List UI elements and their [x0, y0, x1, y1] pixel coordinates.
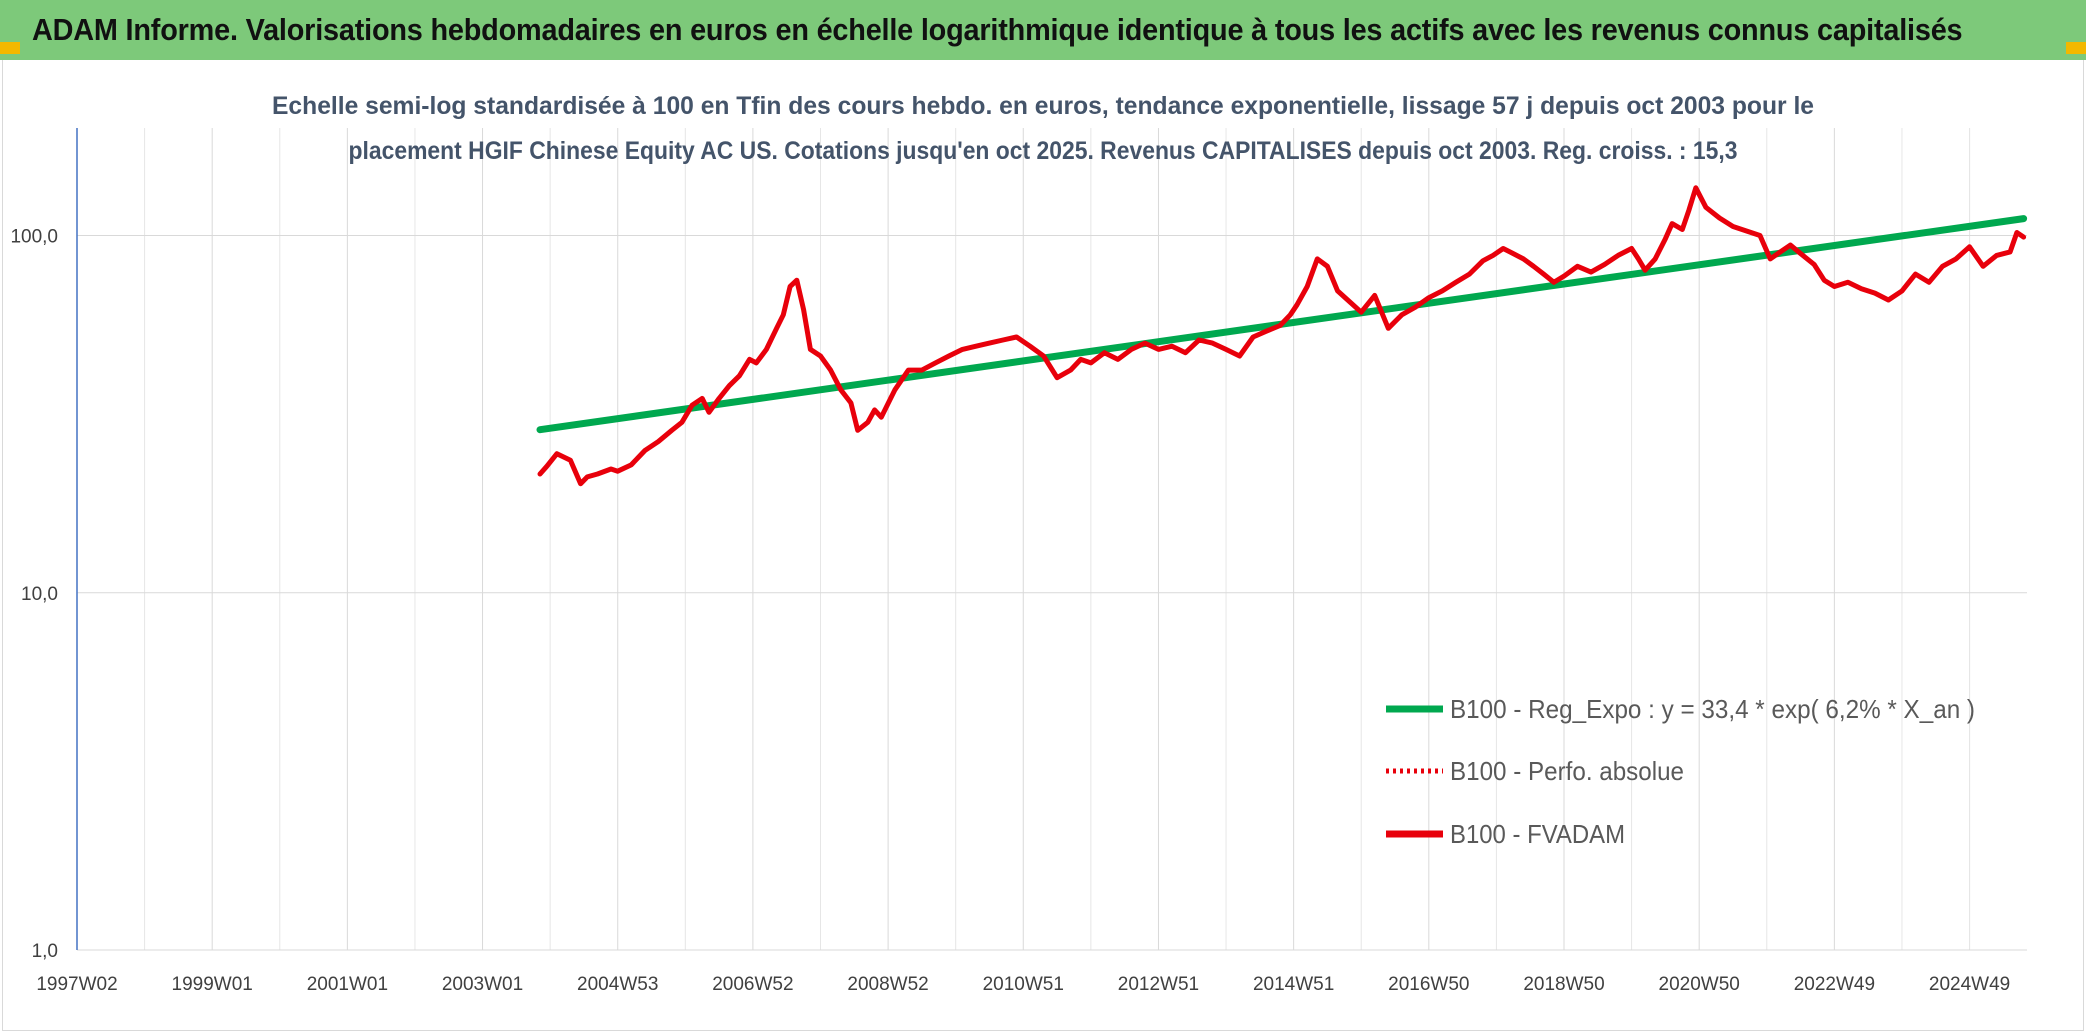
legend: B100 - Reg_Expo : y = 33,4 * exp( 6,2% *…: [1386, 694, 1975, 849]
legend-label-perfo-absolue: B100 - Perfo. absolue: [1450, 756, 1684, 786]
x-tick-label: 2008W52: [847, 974, 928, 995]
x-tick-label: 1999W01: [172, 974, 253, 995]
x-tick-label: 2010W51: [983, 974, 1064, 995]
x-tick-label: 2020W50: [1659, 974, 1740, 995]
x-tick-label: 2012W51: [1118, 974, 1199, 995]
x-tick-label: 2022W49: [1794, 974, 1875, 995]
x-tick-label: 2003W01: [442, 974, 523, 995]
y-tick-label: 100,0: [10, 227, 58, 248]
grid: [77, 128, 2027, 951]
x-tick-label: 2014W51: [1253, 974, 1334, 995]
title-banner: ADAM Informe. Valorisations hebdomadaire…: [0, 0, 2086, 60]
x-tick-label: 2018W50: [1523, 974, 1604, 995]
corner-marker-top-left: [0, 42, 20, 54]
legend-label-fvadam: B100 - FVADAM: [1450, 819, 1625, 849]
series-layer: [536, 185, 2028, 487]
series-line-2: [537, 185, 2027, 487]
y-tick-label: 10,0: [21, 584, 58, 605]
y-tick-labels: 1,0 10,0 100,0: [10, 227, 58, 962]
x-tick-labels: 1997W02 1999W01 2001W01 2003W01 2004W53 2006W…: [36, 974, 2010, 995]
chart-frame: [2, 60, 2084, 1031]
chart-subtitle: Echelle semi-log standardisée à 100 en T…: [272, 92, 1814, 165]
subtitle-line-1: Echelle semi-log standardisée à 100 en T…: [272, 92, 1814, 120]
y-tick-label: 1,0: [32, 941, 58, 962]
corner-marker-top-right: [2066, 42, 2086, 54]
x-tick-label: 2024W49: [1929, 974, 2010, 995]
report-title: ADAM Informe. Valorisations hebdomadaire…: [32, 12, 1963, 47]
x-tick-label: 2001W01: [307, 974, 388, 995]
x-tick-label: 1997W02: [36, 974, 117, 995]
x-tick-label: 2006W52: [712, 974, 793, 995]
legend-label-reg-expo: B100 - Reg_Expo : y = 33,4 * exp( 6,2% *…: [1450, 694, 1975, 724]
x-tick-label: 2004W53: [577, 974, 658, 995]
x-tick-label: 2016W50: [1388, 974, 1469, 995]
subtitle-line-2: placement HGIF Chinese Equity AC US. Cot…: [349, 137, 1738, 165]
